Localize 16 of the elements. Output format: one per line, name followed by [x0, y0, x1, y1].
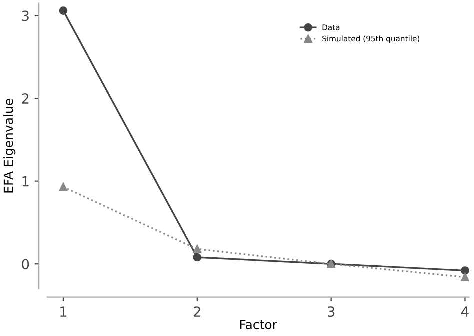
x-tick-label: 3 — [328, 306, 335, 318]
x-tick-label: 2 — [194, 306, 200, 317]
y-tick-label: 1 — [22, 176, 29, 187]
x-tick-label: 4 — [462, 306, 469, 317]
point — [59, 182, 68, 192]
y-axis-title: EFA Eigenvalue — [4, 99, 16, 193]
x-tick-label: 1 — [60, 306, 67, 317]
point — [193, 245, 202, 254]
y-tick-label: 0 — [22, 259, 30, 270]
y-tick-label: 3 — [22, 10, 29, 22]
point — [59, 6, 68, 15]
point — [193, 253, 202, 262]
point — [461, 266, 470, 275]
y-tick-label: 2 — [22, 94, 29, 104]
point — [461, 273, 470, 282]
x-axis-title: Factor — [240, 320, 278, 330]
